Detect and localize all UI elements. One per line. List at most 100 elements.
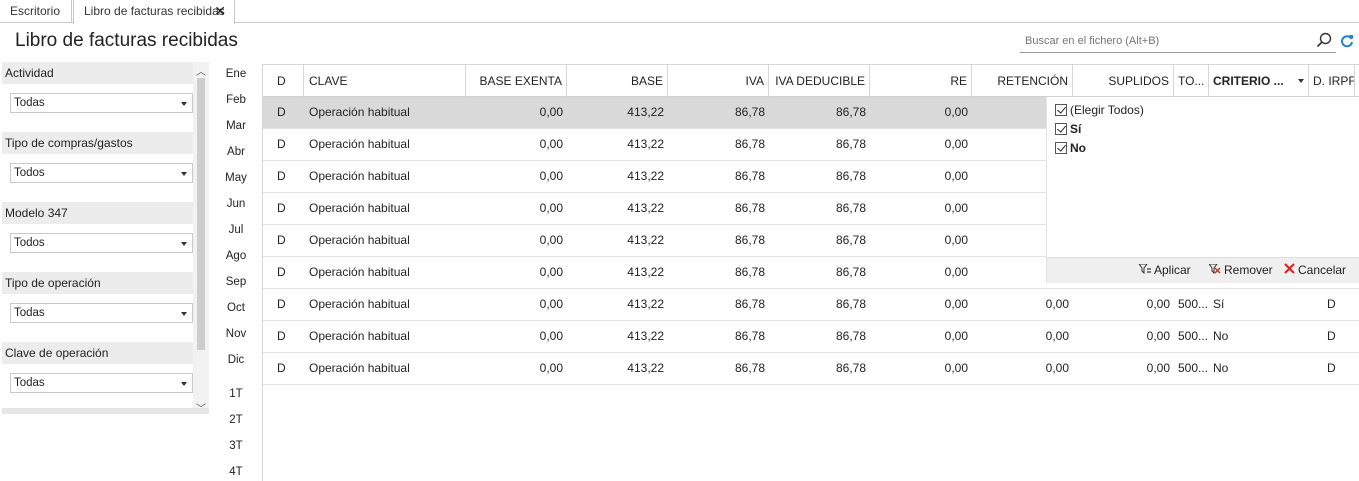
column-header-suplidos[interactable]: SUPLIDOS — [1073, 65, 1174, 97]
tab-label: Escritorio — [10, 4, 61, 18]
cell-base: 413,22 — [627, 361, 664, 375]
cell-d: D — [277, 329, 286, 343]
clave-operacion-select[interactable]: Todas — [10, 373, 193, 393]
cell-base: 413,22 — [627, 297, 664, 311]
actividad-select[interactable]: Todas — [10, 93, 193, 113]
period-abr[interactable]: Abr — [227, 146, 245, 158]
checkbox-checked-icon[interactable] — [1055, 104, 1067, 116]
checkbox-checked-icon[interactable] — [1055, 123, 1067, 135]
cell-suplidos: 0,00 — [1146, 361, 1170, 375]
period-1t[interactable]: 1T — [229, 388, 243, 400]
cell-d: D — [277, 233, 286, 247]
cell-iva-deducible: 86,78 — [835, 137, 866, 151]
period-jul[interactable]: Jul — [228, 224, 244, 236]
cell-iva: 86,78 — [734, 361, 765, 375]
chevron-down-icon — [181, 382, 187, 386]
refresh-icon[interactable] — [1340, 34, 1354, 51]
column-header-total[interactable]: TO... — [1174, 65, 1209, 97]
grid-header: D CLAVE BASE EXENTA BASE IVA IVA DEDUCIB… — [263, 64, 1359, 97]
cell-iva-deducible: 86,78 — [835, 361, 866, 375]
search-input[interactable] — [1020, 31, 1310, 51]
filter-option-si[interactable]: Sí — [1055, 121, 1081, 139]
table-row[interactable]: D Operación habitual 0,00 413,22 86,78 8… — [263, 129, 1359, 161]
cell-base-exenta: 0,00 — [539, 297, 563, 311]
column-header-irpf[interactable]: D. IRPF — [1309, 65, 1355, 97]
filter-scrollbar[interactable]: ︿ ﹀ — [193, 62, 209, 415]
column-header-d[interactable]: D — [263, 65, 304, 97]
tab-escritorio[interactable]: Escritorio — [0, 0, 72, 23]
period-nov[interactable]: Nov — [225, 328, 247, 340]
search-box — [1020, 31, 1336, 53]
cell-retencion: 0,00 — [1045, 329, 1069, 343]
remove-button[interactable]: Remover — [1208, 263, 1273, 277]
period-sep[interactable]: Sep — [225, 276, 247, 288]
period-oct[interactable]: Oct — [227, 302, 245, 314]
checkbox-checked-icon[interactable] — [1055, 142, 1067, 154]
select-value: Todas — [14, 377, 45, 389]
tab-libro-facturas[interactable]: Libro de facturas recibidas ✕ — [73, 0, 235, 24]
column-header-base[interactable]: BASE — [567, 65, 668, 97]
cell-re: 0,00 — [944, 105, 968, 119]
cell-iva-deducible: 86,78 — [835, 265, 866, 279]
scrollbar-thumb[interactable] — [197, 78, 205, 350]
cell-retencion: 0,00 — [1045, 297, 1069, 311]
close-icon[interactable]: ✕ — [214, 3, 226, 19]
table-row[interactable]: D Operación habitual 0,00 413,22 86,78 8… — [263, 193, 1359, 225]
remove-label: Remover — [1224, 263, 1273, 277]
cell-base-exenta: 0,00 — [539, 105, 563, 119]
column-header-re[interactable]: RE — [870, 65, 972, 97]
filter-label-tipo-compras: Tipo de compras/gastos — [2, 132, 193, 154]
column-header-base-exenta[interactable]: BASE EXENTA — [466, 65, 567, 97]
period-4t[interactable]: 4T — [229, 466, 243, 478]
filter-option-all[interactable]: (Elegir Todos) — [1055, 102, 1144, 120]
table-row[interactable]: D Operación habitual 0,00 413,22 86,78 8… — [263, 353, 1359, 385]
cell-base: 413,22 — [627, 137, 664, 151]
cell-d: D — [277, 297, 286, 311]
table-row[interactable]: D Operación habitual 0,00 413,22 86,78 8… — [263, 161, 1359, 193]
cell-criterio: No — [1213, 361, 1229, 375]
table-row[interactable]: D Operación habitual 0,00 413,22 86,78 8… — [263, 289, 1359, 321]
column-header-iva-deducible[interactable]: IVA DEDUCIBLE — [769, 65, 870, 97]
period-mar[interactable]: Mar — [226, 120, 246, 132]
modelo-347-select[interactable]: Todos — [10, 233, 193, 253]
cell-iva-deducible: 86,78 — [835, 169, 866, 183]
cell-iva: 86,78 — [734, 265, 765, 279]
option-label: No — [1070, 141, 1086, 155]
tipo-compras-select[interactable]: Todos — [10, 163, 193, 183]
period-ago[interactable]: Ago — [225, 250, 247, 262]
cell-iva: 86,78 — [734, 105, 765, 119]
cell-base-exenta: 0,00 — [539, 169, 563, 183]
column-header-iva[interactable]: IVA — [668, 65, 769, 97]
period-dic[interactable]: Dic — [227, 354, 245, 366]
table-row[interactable]: D Operación habitual 0,00 413,22 86,78 8… — [263, 225, 1359, 257]
cancel-button[interactable]: Cancelar — [1284, 263, 1346, 277]
column-header-retencion[interactable]: RETENCIÓN — [972, 65, 1073, 97]
select-value: Todas — [14, 307, 45, 319]
filter-label-actividad: Actividad — [2, 62, 193, 84]
cell-re: 0,00 — [944, 361, 968, 375]
filter-option-no[interactable]: No — [1055, 140, 1086, 158]
search-icon[interactable] — [1316, 32, 1332, 51]
tab-label: Libro de facturas recibidas — [84, 4, 225, 18]
period-may[interactable]: May — [225, 172, 247, 184]
cell-iva: 86,78 — [734, 233, 765, 247]
apply-button[interactable]: Aplicar — [1138, 263, 1191, 277]
table-row[interactable]: D Operación habitual 0,00 413,22 86,78 8… — [263, 321, 1359, 353]
select-value: Todos — [14, 167, 45, 179]
cell-irpf: D — [1327, 297, 1336, 311]
period-3t[interactable]: 3T — [229, 440, 243, 452]
period-jun[interactable]: Jun — [226, 198, 246, 210]
cell-iva: 86,78 — [734, 329, 765, 343]
cell-iva-deducible: 86,78 — [835, 233, 866, 247]
cell-irpf: D — [1327, 329, 1336, 343]
filter-dropdown-icon[interactable] — [1298, 79, 1304, 83]
period-feb[interactable]: Feb — [226, 94, 246, 106]
tipo-operacion-select[interactable]: Todas — [10, 303, 193, 323]
period-ene[interactable]: Ene — [225, 68, 247, 80]
table-row[interactable]: D Operación habitual 0,00 413,22 86,78 8… — [263, 257, 1359, 289]
period-2t[interactable]: 2T — [229, 414, 243, 426]
cell-d: D — [277, 105, 286, 119]
column-header-criterio[interactable]: CRITERIO ... — [1209, 65, 1309, 97]
chevron-up-icon[interactable]: ︿ — [196, 67, 206, 78]
column-header-clave[interactable]: CLAVE — [304, 65, 466, 97]
